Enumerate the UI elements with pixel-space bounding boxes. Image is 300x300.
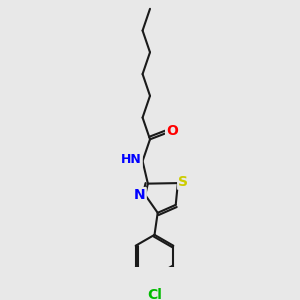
- Text: O: O: [166, 124, 178, 138]
- Text: HN: HN: [121, 153, 142, 166]
- Text: N: N: [134, 188, 146, 202]
- Text: S: S: [178, 175, 188, 189]
- Text: Cl: Cl: [147, 288, 162, 300]
